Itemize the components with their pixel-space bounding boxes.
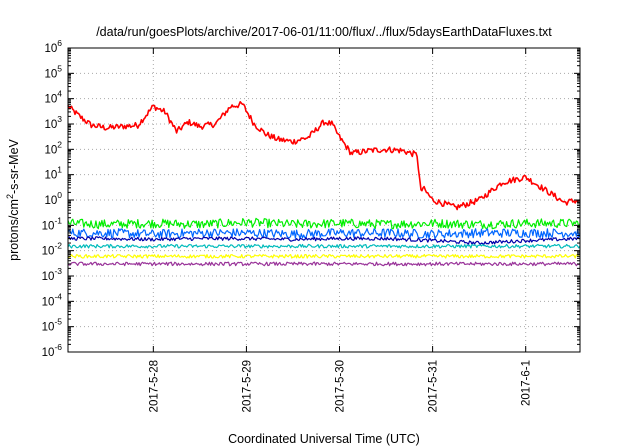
y-tick-label-exp: 1 <box>57 165 62 175</box>
grid <box>68 48 580 352</box>
y-tick-label: 102 <box>44 139 62 156</box>
y-tick-label: 10-2 <box>42 241 63 258</box>
y-tick-label-base: 10 <box>42 271 55 283</box>
y-tick-label-base: 10 <box>42 296 55 308</box>
y-tick-label-base: 10 <box>42 322 55 334</box>
series-layer <box>67 101 581 267</box>
y-tick-label-exp: 2 <box>57 139 62 149</box>
y-tick-label: 10-4 <box>42 291 63 308</box>
series-line <box>67 236 581 245</box>
y-tick-label-exp: -4 <box>54 291 62 301</box>
y-tick-label-exp: 5 <box>57 63 62 73</box>
y-tick-label-exp: 4 <box>57 89 62 99</box>
x-tick-label: 2017-5-30 <box>335 360 347 412</box>
y-tick-label-base: 10 <box>44 144 57 156</box>
y-tick-label: 103 <box>44 114 62 131</box>
y-tick-label: 10-5 <box>42 317 63 334</box>
y-tick-label-base: 10 <box>44 119 57 131</box>
y-tick-label-base: 10 <box>42 220 55 232</box>
y-tick-label-base: 10 <box>42 246 55 258</box>
y-axis-label: protons/cm2-s-sr-MeV <box>5 138 21 260</box>
x-tick-label: 2017-5-31 <box>428 360 440 412</box>
y-tick-label-base: 10 <box>44 170 57 182</box>
y-tick-label: 106 <box>44 38 62 55</box>
y-tick-label: 10-1 <box>42 215 63 232</box>
y-tick-label-base: 10 <box>44 195 57 207</box>
y-tick-label-base: 10 <box>44 94 57 106</box>
x-tick-label: 2017-5-29 <box>241 360 253 412</box>
y-tick-label-exp: 6 <box>57 38 62 48</box>
series-line <box>67 243 581 249</box>
y-tick-label-exp: -3 <box>54 266 62 276</box>
y-tick-label: 104 <box>44 89 62 106</box>
x-tick-label: 2017-5-28 <box>148 360 160 412</box>
y-tick-label-exp: -5 <box>54 317 62 327</box>
y-tick-label: 100 <box>44 190 62 207</box>
y-tick-label-exp: -1 <box>54 215 62 225</box>
y-tick-label-base: 10 <box>44 68 57 80</box>
series-line <box>67 261 581 267</box>
y-tick-label-base: 10 <box>44 43 57 55</box>
y-tick-label-exp: -6 <box>54 342 62 352</box>
y-tick-label-exp: 3 <box>57 114 62 124</box>
series-line <box>67 253 580 259</box>
y-tick-label-base: 10 <box>42 347 55 359</box>
axes: 10-610-510-410-310-210-11001011021031041… <box>42 38 580 412</box>
y-tick-label-exp: -2 <box>54 241 62 251</box>
x-axis-label: Coordinated Universal Time (UTC) <box>228 432 420 446</box>
y-axis-label-sup: 2 <box>5 194 15 199</box>
y-tick-label: 10-3 <box>42 266 63 283</box>
series-line <box>67 101 581 211</box>
y-tick-label: 10-6 <box>42 342 63 359</box>
series-line <box>67 217 581 230</box>
x-tick-label: 2017-6-1 <box>521 360 533 406</box>
y-axis-label-rest: -s-sr-MeV <box>7 138 21 194</box>
y-tick-label: 101 <box>44 165 62 182</box>
chart-title: /data/run/goesPlots/archive/2017-06-01/1… <box>96 25 552 39</box>
series-line <box>67 228 581 240</box>
y-axis-label-base: protons/cm <box>7 199 21 261</box>
y-tick-label: 105 <box>44 63 62 80</box>
y-tick-label-exp: 0 <box>57 190 62 200</box>
